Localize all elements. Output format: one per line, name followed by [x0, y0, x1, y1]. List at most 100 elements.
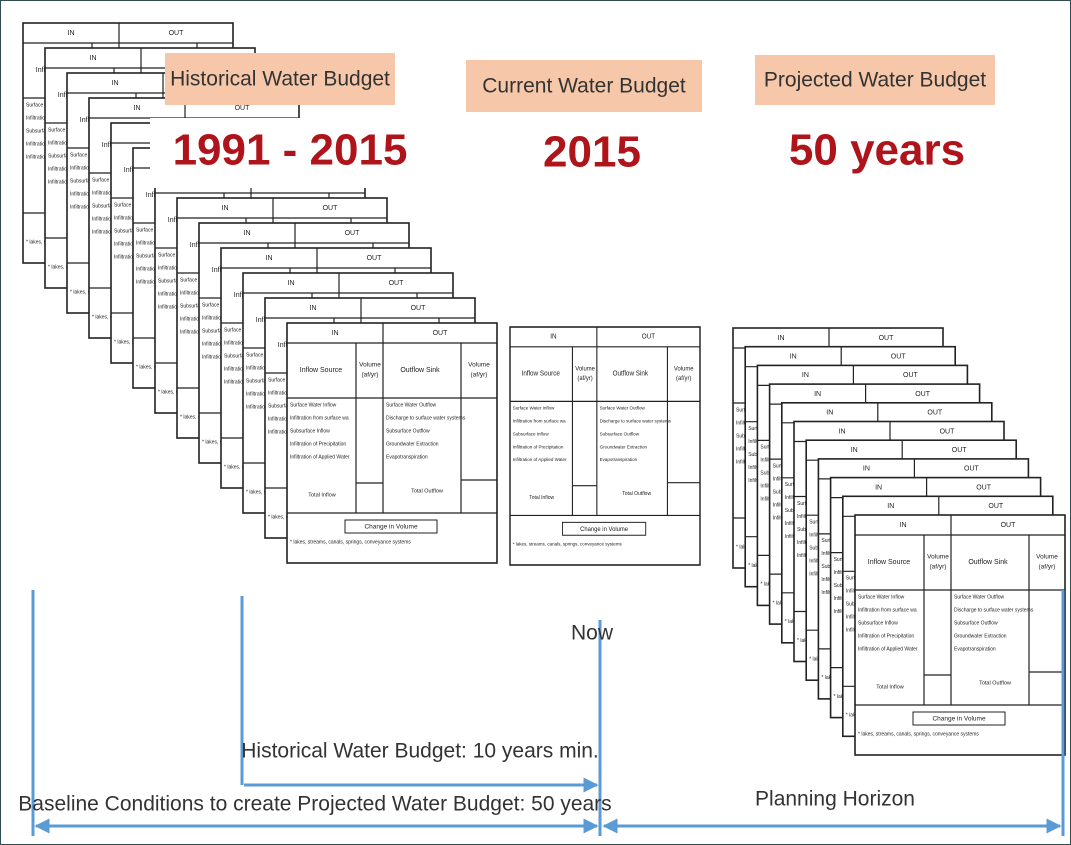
table-text: OUT — [891, 354, 907, 361]
table-text: OUT — [411, 305, 427, 312]
budget-card: IN OUT Inflow Source Outflow Sink Volume (af/… — [854, 514, 1066, 756]
table-text: IN — [900, 522, 907, 529]
table-text: Subsurface Outflow — [600, 431, 640, 437]
table-text: Surface Water Outflow — [600, 405, 646, 411]
table-text: Volume — [927, 554, 949, 561]
table-text: Total Inflow — [876, 684, 904, 690]
table-text: Surface Water Outflow — [954, 594, 1004, 600]
table-text: Infiltration from surface wa — [290, 415, 349, 421]
table-text: Discharge to surface water systems — [386, 415, 466, 421]
table-text: * lakes, streams, canals, springs, conve… — [858, 731, 979, 737]
table-text: (af/yr) — [1039, 564, 1056, 571]
table-text: Infiltration of Applied Water — [290, 454, 350, 460]
table-text: OUT — [927, 410, 943, 417]
table-text: IN — [68, 30, 75, 37]
card — [509, 326, 701, 566]
table-text: OUT — [988, 503, 1004, 510]
labels: Historical Water Budget Current Water Bu… — [150, 53, 995, 188]
table-text: OUT — [367, 255, 383, 262]
table-text: Groundwater Extraction — [600, 444, 648, 450]
table-text: IN — [839, 428, 846, 435]
card — [854, 514, 1066, 756]
table-text: Outflow Sink — [613, 370, 649, 377]
table-text: Infiltration of Precipitation — [858, 633, 914, 639]
table-text: Total Inflow — [529, 495, 554, 501]
change-box — [562, 521, 647, 536]
table-text: OUT — [389, 280, 405, 287]
table-text: IN — [814, 391, 821, 398]
table-text: OUT — [952, 447, 968, 454]
table-text: (af/yr) — [471, 372, 488, 379]
table-text: OUT — [976, 484, 992, 491]
table-text: Surface Water Outflow — [386, 402, 436, 408]
table-text: IN — [778, 335, 785, 342]
label-box — [755, 55, 995, 105]
table-text: IN — [790, 354, 797, 361]
table-text: Outflow Sink — [968, 559, 1008, 566]
table-text: Subsurface Inflow — [290, 428, 330, 434]
table-text: OUT — [964, 466, 980, 473]
table-text: Inflow Source — [522, 370, 561, 377]
table-text: IN — [826, 410, 833, 417]
table-text: Inflow Source — [868, 559, 911, 566]
table-text: OUT — [879, 335, 895, 342]
table-text: Volume — [674, 365, 694, 372]
table-text: (af/yr) — [930, 564, 947, 571]
table-text: IN — [851, 447, 858, 454]
change-box — [344, 519, 438, 534]
table-text: IN — [875, 484, 882, 491]
table-text: Change in Volume — [580, 526, 629, 533]
period: 2015 — [543, 128, 641, 177]
table-text: IN — [266, 255, 273, 262]
table-text: IN — [112, 80, 119, 87]
table-text: Evapotranspiration — [600, 457, 638, 463]
table-text: IN — [90, 55, 97, 62]
table-text: IN — [332, 330, 339, 337]
table-text: Subsurface Outflow — [386, 428, 430, 434]
period: 50 years — [789, 126, 965, 175]
table-text: Change in Volume — [364, 524, 418, 531]
table-text: Subsurface Outflow — [954, 620, 998, 626]
table-text: Infiltration from surface wa — [858, 607, 917, 613]
span-label: Historical Water Budget: 10 years min. — [241, 740, 599, 763]
label-box — [466, 60, 702, 112]
label: Current Water Budget — [482, 75, 686, 98]
span-label: Baseline Conditions to create Projected … — [18, 793, 611, 816]
label: Projected Water Budget — [764, 69, 986, 92]
table-text: Total Inflow — [308, 492, 336, 498]
table-text: Volume — [1036, 554, 1058, 561]
table-text: Volume — [468, 362, 490, 369]
table-text: Volume — [575, 365, 595, 372]
now-label: Now — [571, 622, 614, 645]
table-text: Infiltration of Applied Water — [513, 457, 567, 463]
table-text: Discharge to surface water systems — [954, 607, 1034, 613]
table-text: Surface Water Inflow — [513, 405, 555, 411]
label-box — [165, 53, 395, 105]
table-text: Infiltration from surface wa — [513, 418, 566, 424]
table-text: (af/yr) — [577, 375, 592, 382]
table-text: Evapotranspiration — [954, 646, 996, 652]
budget-card: IN OUT Inflow Source Outflow Sink Volume (af/… — [286, 322, 498, 564]
label: Historical Water Budget — [170, 68, 390, 91]
timeline: Now Historical Water Budget: 10 years mi… — [18, 590, 1065, 836]
span-label: Planning Horizon — [755, 788, 915, 811]
table-text: IN — [244, 230, 251, 237]
table-text: * lakes, streams, canals, springs, conve… — [290, 539, 411, 545]
table-text: Groundwater Extraction — [954, 633, 1007, 639]
table-text: Volume — [359, 362, 381, 369]
table-text: Outflow Sink — [400, 367, 440, 374]
table-text: IN — [310, 305, 317, 312]
table-text: OUT — [345, 230, 361, 237]
table-text: (af/yr) — [676, 375, 691, 382]
table-text: (af/yr) — [362, 372, 379, 379]
table-text: IN — [550, 334, 557, 341]
table-text: OUT — [323, 205, 339, 212]
table-text: Total Outflow — [622, 491, 651, 497]
change-box — [912, 711, 1006, 726]
table-text: IN — [222, 205, 229, 212]
table-text: Evapotranspiration — [386, 454, 428, 460]
table-text: Surface Water Inflow — [290, 402, 337, 408]
table-text: IN — [134, 105, 141, 112]
table-text: Total Outflow — [411, 488, 443, 494]
table-text: OUT — [915, 391, 931, 398]
